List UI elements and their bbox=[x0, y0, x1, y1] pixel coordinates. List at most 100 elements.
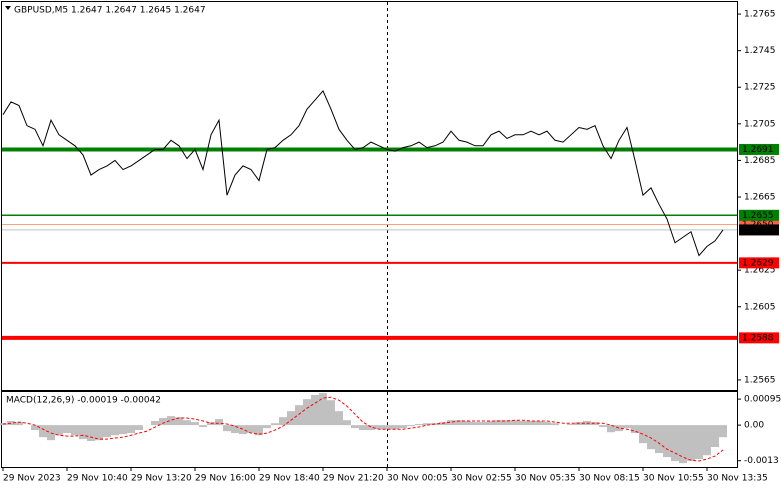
x-tick-label: 29 Nov 2023 bbox=[3, 474, 61, 484]
x-tick-label: 30 Nov 05:35 bbox=[515, 474, 576, 484]
macd-bar bbox=[87, 425, 95, 441]
macd-bar bbox=[679, 425, 687, 464]
macd-bar bbox=[135, 425, 143, 431]
level-label: 1.2691 bbox=[742, 145, 774, 155]
x-tick-label: 29 Nov 10:40 bbox=[67, 474, 128, 484]
macd-bar bbox=[471, 422, 479, 426]
macd-bar bbox=[7, 421, 15, 426]
macd-bar bbox=[119, 425, 127, 435]
x-tick-label: 30 Nov 00:05 bbox=[387, 474, 448, 484]
level-box bbox=[739, 257, 779, 269]
y-tick-label: 1.2745 bbox=[744, 46, 776, 56]
macd-bar bbox=[343, 420, 351, 426]
macd-bar bbox=[15, 422, 23, 426]
level-box bbox=[739, 224, 779, 236]
level-box bbox=[739, 332, 779, 344]
y-tick-label: 1.2625 bbox=[744, 266, 776, 276]
macd-bar bbox=[607, 425, 615, 433]
macd-bar bbox=[375, 425, 383, 430]
macd-bar bbox=[615, 425, 623, 432]
macd-bar bbox=[631, 425, 639, 434]
macd-bar bbox=[263, 425, 271, 429]
y-tick-label: 1.2605 bbox=[744, 302, 776, 312]
x-tick-label: 29 Nov 21:20 bbox=[323, 474, 384, 484]
macd-bar bbox=[151, 421, 159, 426]
level-box bbox=[739, 209, 779, 221]
macd-bar bbox=[31, 425, 39, 431]
macd-bar bbox=[359, 425, 367, 431]
macd-bar bbox=[367, 425, 375, 431]
macd-bar bbox=[231, 425, 239, 434]
y-tick-label: 1.2705 bbox=[744, 119, 776, 129]
macd-bar bbox=[591, 422, 599, 426]
macd-bar bbox=[295, 405, 303, 426]
x-tick-label: 30 Nov 13:35 bbox=[707, 474, 768, 484]
x-tick-label: 29 Nov 18:40 bbox=[259, 474, 320, 484]
macd-bar bbox=[215, 419, 223, 426]
macd-bar bbox=[335, 411, 343, 426]
macd-bar bbox=[279, 417, 287, 426]
macd-bar bbox=[423, 423, 431, 426]
macd-bar bbox=[271, 423, 279, 426]
macd-bar bbox=[71, 425, 79, 436]
macd-bar bbox=[647, 425, 655, 450]
x-tick-label: 29 Nov 13:20 bbox=[131, 474, 192, 484]
level-box bbox=[739, 143, 779, 155]
panel-title: MACD(12,26,9) -0.00019 -0.00042 bbox=[6, 396, 161, 406]
panel-title: GBPUSD,M5 1.2647 1.2647 1.2645 1.2647 bbox=[14, 6, 206, 16]
level-label: 1.2629 bbox=[742, 258, 774, 268]
macd-bar bbox=[223, 425, 231, 432]
macd-bar bbox=[535, 421, 543, 426]
macd-bar bbox=[655, 425, 663, 454]
macd-bar bbox=[63, 425, 71, 434]
macd-bar bbox=[127, 425, 135, 434]
x-tick-label: 30 Nov 08:15 bbox=[579, 474, 640, 484]
macd-bar bbox=[503, 420, 511, 426]
x-tick-label: 29 Nov 16:00 bbox=[195, 474, 256, 484]
macd-bar bbox=[159, 418, 167, 426]
macd-bar bbox=[319, 393, 327, 426]
macd-bar bbox=[247, 425, 255, 434]
macd-bar bbox=[103, 425, 111, 438]
y-tick-label: 1.2685 bbox=[744, 156, 776, 166]
macd-bar bbox=[551, 423, 559, 426]
macd-bar bbox=[567, 424, 575, 426]
macd-bar bbox=[479, 422, 487, 426]
macd-bar bbox=[255, 425, 263, 436]
y-tick-label: -0.0013 bbox=[744, 456, 779, 466]
macd-bar bbox=[711, 425, 719, 448]
macd-bar bbox=[495, 420, 503, 426]
macd-bar bbox=[527, 421, 535, 426]
level-label: 1.2647 bbox=[742, 225, 774, 235]
macd-bar bbox=[719, 425, 727, 438]
x-tick-label: 30 Nov 02:55 bbox=[451, 474, 512, 484]
y-tick-label: 1.2665 bbox=[744, 193, 776, 203]
macd-bar bbox=[39, 425, 47, 438]
macd-bar bbox=[191, 422, 199, 426]
macd-bar bbox=[543, 422, 551, 426]
macd-bar bbox=[415, 424, 423, 426]
level-label: 1.2655 bbox=[742, 211, 774, 221]
macd-bar bbox=[303, 399, 311, 426]
macd-bar bbox=[671, 425, 679, 461]
y-tick-label: 1.2725 bbox=[744, 83, 776, 93]
signal-line bbox=[2, 396, 724, 462]
macd-bar bbox=[95, 425, 103, 441]
y-tick-label: 0.00095 bbox=[744, 395, 781, 405]
macd-bar bbox=[487, 421, 495, 426]
y-tick-label: 1.2765 bbox=[744, 10, 776, 20]
macd-bar bbox=[687, 425, 695, 461]
macd-bar bbox=[391, 425, 399, 430]
macd-bar bbox=[519, 421, 527, 426]
y-tick-label: 1.2565 bbox=[744, 375, 776, 385]
macd-bar bbox=[351, 425, 359, 429]
macd-bar bbox=[463, 421, 471, 426]
macd-bar bbox=[399, 425, 407, 429]
macd-bar bbox=[511, 420, 519, 426]
macd-bar bbox=[455, 420, 463, 426]
macd-bar bbox=[199, 425, 207, 428]
macd-bar bbox=[663, 425, 671, 458]
macd-bar bbox=[111, 425, 119, 436]
collapse-icon[interactable] bbox=[5, 6, 11, 10]
